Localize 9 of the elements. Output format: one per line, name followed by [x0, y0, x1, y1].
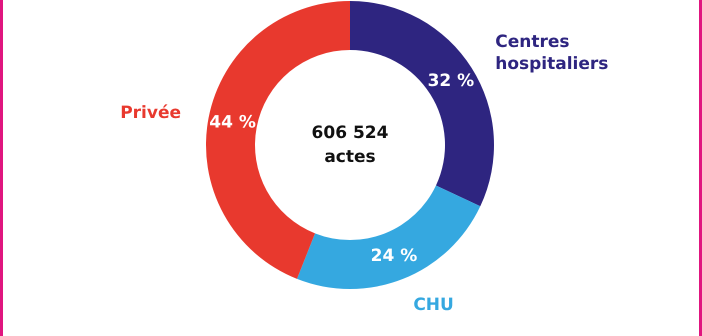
- donut-slice: [296, 185, 480, 289]
- data-label: 32 %: [428, 70, 474, 91]
- data-label: 24 %: [370, 246, 418, 266]
- slice-label: CHU: [413, 294, 454, 315]
- text: actes: [324, 147, 376, 167]
- slice-label: Centres hospitaliers: [495, 32, 608, 74]
- slice-label: Privée: [120, 102, 182, 123]
- data-label: 44 %: [209, 112, 256, 133]
- text: 606 524: [312, 123, 389, 143]
